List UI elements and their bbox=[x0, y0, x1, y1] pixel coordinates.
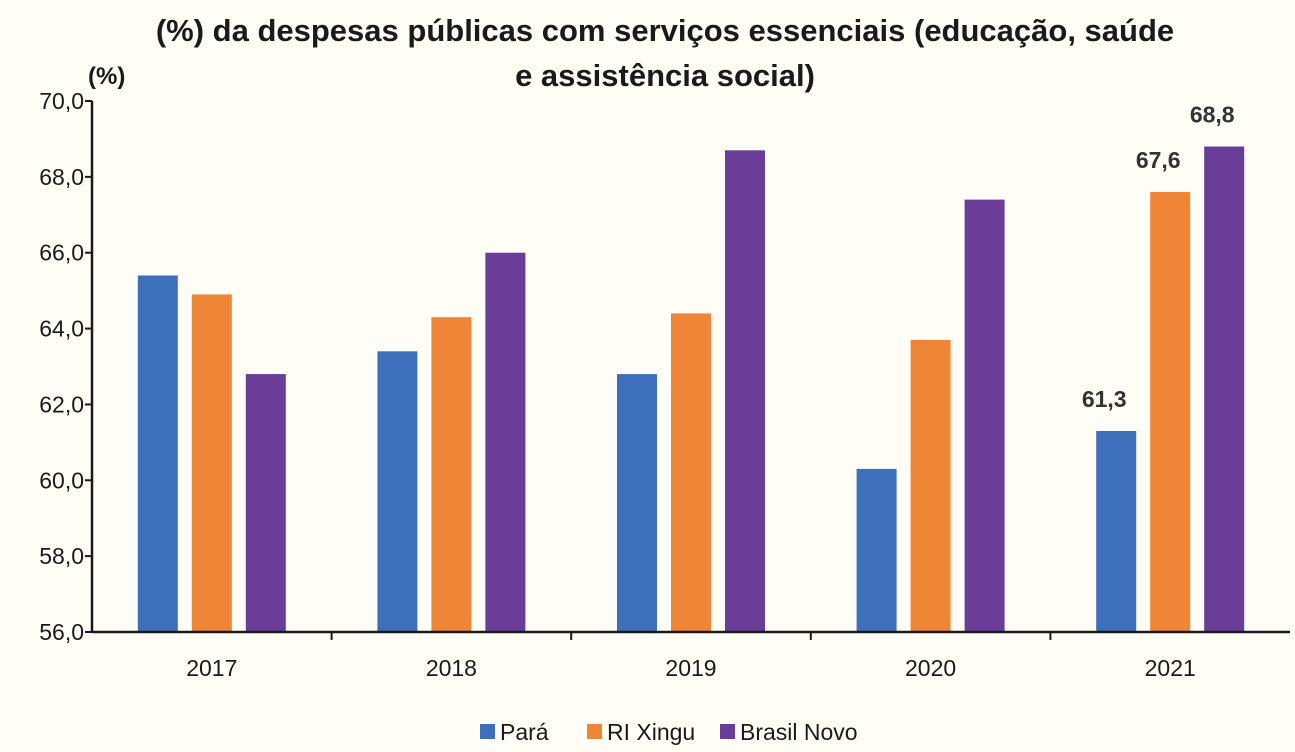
bar-2019-2 bbox=[725, 150, 765, 633]
y-tick-label: 70,0 bbox=[39, 88, 84, 114]
legend-swatch bbox=[720, 724, 735, 739]
legend-label: Brasil Novo bbox=[740, 719, 858, 745]
bar-2018-2 bbox=[485, 252, 526, 632]
bar-2021-2 bbox=[1204, 146, 1245, 632]
y-tick-label: 64,0 bbox=[39, 316, 84, 342]
legend-swatch bbox=[480, 724, 495, 739]
y-axis-label: (%) bbox=[88, 63, 125, 90]
y-tick-label: 58,0 bbox=[39, 543, 84, 569]
bar-2019-1 bbox=[671, 313, 711, 632]
x-category-label: 2018 bbox=[426, 655, 477, 681]
bar-2017-2 bbox=[245, 374, 286, 632]
bar-2021-0 bbox=[1096, 430, 1137, 632]
data-label: 68,8 bbox=[1190, 102, 1235, 128]
data-label: 67,6 bbox=[1136, 147, 1181, 173]
bar-2017-0 bbox=[137, 275, 178, 632]
y-tick-label: 56,0 bbox=[39, 619, 84, 645]
bar-2019-0 bbox=[617, 374, 657, 632]
x-category-label: 2020 bbox=[905, 655, 956, 681]
x-category-label: 2017 bbox=[186, 655, 237, 681]
y-tick-label: 62,0 bbox=[39, 391, 84, 417]
y-axis-ticks: 56,0 58,0 60,0 62,0 64,0 66,0 68,0 70,0 bbox=[39, 88, 92, 645]
chart-title-line-2: e assistência social) bbox=[515, 58, 815, 93]
legend-label: RI Xingu bbox=[607, 719, 695, 745]
y-tick-label: 66,0 bbox=[39, 240, 84, 266]
bar-2020-2 bbox=[964, 199, 1005, 632]
bar-2020-1 bbox=[910, 339, 951, 632]
data-label: 61,3 bbox=[1082, 386, 1127, 412]
bar-2017-1 bbox=[191, 294, 232, 632]
bars bbox=[137, 146, 1245, 633]
y-tick-label: 60,0 bbox=[39, 467, 84, 493]
legend-label: Pará bbox=[500, 719, 549, 745]
bar-2018-0 bbox=[377, 351, 418, 632]
data-labels: 61,3 67,6 68,8 bbox=[1082, 102, 1235, 412]
bar-2018-1 bbox=[431, 317, 472, 632]
x-axis-labels: 2017 2018 2019 2020 2021 bbox=[186, 655, 1196, 681]
x-category-label: 2019 bbox=[665, 655, 716, 681]
legend: Pará RI Xingu Brasil Novo bbox=[480, 719, 858, 745]
axes bbox=[90, 101, 1290, 640]
bar-2020-0 bbox=[856, 468, 897, 632]
x-category-label: 2021 bbox=[1145, 655, 1196, 681]
y-tick-label: 68,0 bbox=[39, 164, 84, 190]
bar-2021-1 bbox=[1150, 192, 1191, 632]
chart-title-line-1: (%) da despesas públicas com serviços es… bbox=[156, 13, 1174, 48]
legend-swatch bbox=[587, 724, 602, 739]
